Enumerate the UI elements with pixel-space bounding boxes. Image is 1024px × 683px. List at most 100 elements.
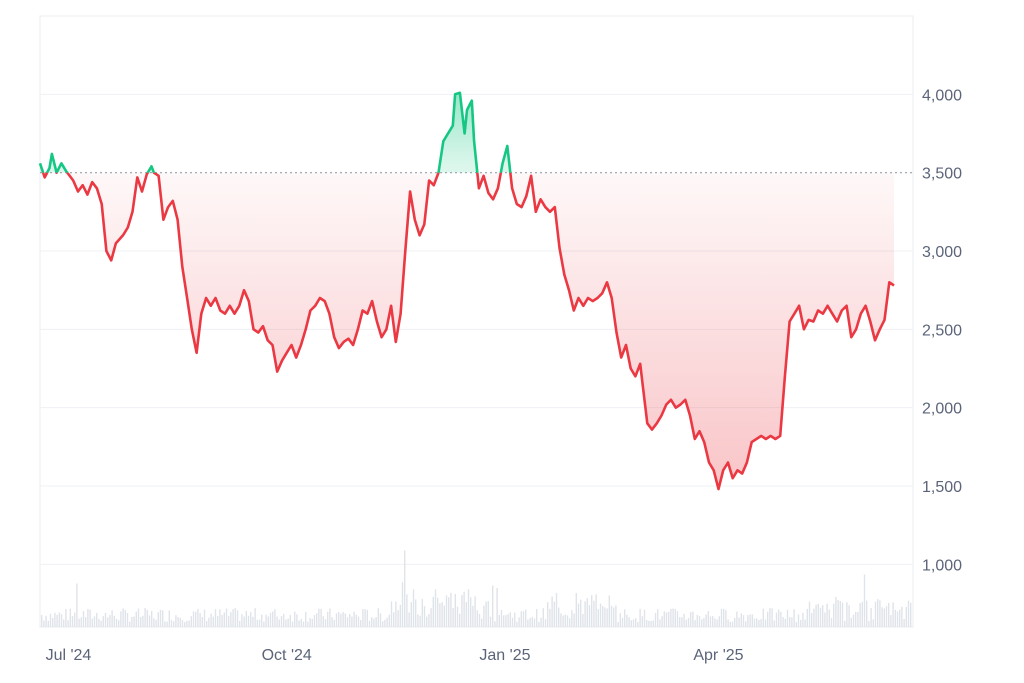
volume-bar [390,601,393,627]
volume-bar [212,616,214,627]
volume-bar [298,620,300,627]
volume-bar [907,600,910,627]
volume-bar [430,608,432,627]
volume-bar [580,599,582,627]
volume-bar [544,619,547,627]
volume-bar [74,612,76,627]
volume-bar [322,616,324,627]
volume-bar [725,610,727,627]
x-tick-label: Jan '25 [479,647,530,664]
volume-bar [206,621,208,627]
volume-bar [588,605,591,627]
volume-bar [404,550,406,627]
volume-bar [705,614,707,627]
volume-bar [703,617,705,627]
volume-bar [775,612,778,627]
y-axis: 4,000 3,500 3,000 2,500 2,000 1,500 1,000 [922,87,962,574]
volume-bar [186,620,188,627]
volume-bar [727,619,729,627]
volume-bar [432,596,434,627]
volume-bar [648,620,650,627]
volume-bar [870,608,872,627]
y-tick-label: 2,000 [922,401,962,418]
volume-bar [65,608,67,627]
volume-bar [747,615,749,627]
volume-bar [43,620,45,627]
volume-bar [360,620,362,627]
volume-bar [619,613,621,627]
volume-bar [104,612,107,627]
volume-bar [324,619,327,627]
volume-bar [151,610,153,627]
volume-bar [520,611,522,627]
volume-bar [789,617,791,627]
volume-bar [45,615,47,627]
volume-bar [529,617,531,627]
volume-bar [375,617,377,627]
volume-bar [256,619,258,627]
volume-bar [456,606,459,627]
volume-bar [54,612,56,627]
volume-bar [500,609,503,627]
volume-bar [135,611,137,627]
volume-bar [118,620,120,627]
volume-bar [346,617,349,627]
volume-bar [254,608,256,627]
volume-bar [881,607,883,627]
volume-bar [632,619,635,627]
volume-bar [723,609,725,627]
volume-bar [511,617,514,627]
volume-bar [822,605,824,627]
volume-bar [450,592,452,627]
volume-bar [786,609,789,627]
volume-bar [509,612,511,627]
volume-bar [371,617,373,627]
volume-bar [225,608,228,627]
volume-bar [793,609,795,627]
volume-bar [784,618,786,627]
volume-bar [100,620,102,627]
volume-bar [720,608,723,627]
volume-bar [641,616,643,627]
volume-bar [85,617,87,627]
volume-bar [835,597,837,627]
volume-bar [157,612,159,627]
volume-bar [153,618,155,627]
volume-bar [342,612,344,627]
volume-bar [731,621,734,627]
volume-bar [89,609,91,627]
volume-bar [586,598,588,627]
volume-bar [905,606,907,627]
volume-bar [448,597,450,627]
volume-bar [564,614,566,627]
volume-bar [483,605,485,627]
volume-bar [252,616,254,627]
x-tick-label: Jul '24 [46,647,92,664]
volume-bar [716,619,718,627]
volume-bar [899,609,901,627]
volume-bar [190,616,192,627]
volume-bar [681,617,683,627]
volume-bar [549,608,551,627]
volume-bar [302,621,305,627]
volume-bar [826,603,828,627]
volume-bar [665,612,668,627]
volume-bar [379,613,382,627]
volume-bar [329,608,331,627]
volume-bar [294,611,296,627]
volume-bar [877,599,879,627]
volume-bar [307,621,309,627]
area-fill-above-baseline [40,92,511,173]
volume-bar [353,611,355,627]
volume-bar [192,611,195,627]
volume-bar [866,600,868,627]
volume-bar [219,609,221,627]
volume-bar [214,609,217,627]
volume-bar [498,614,500,627]
y-tick-label: 3,000 [922,244,962,261]
volume-bar [397,610,399,627]
volume-bar [364,609,366,627]
volume-bar [368,620,371,627]
volume-bar [637,622,639,627]
volume-bar [828,609,830,627]
